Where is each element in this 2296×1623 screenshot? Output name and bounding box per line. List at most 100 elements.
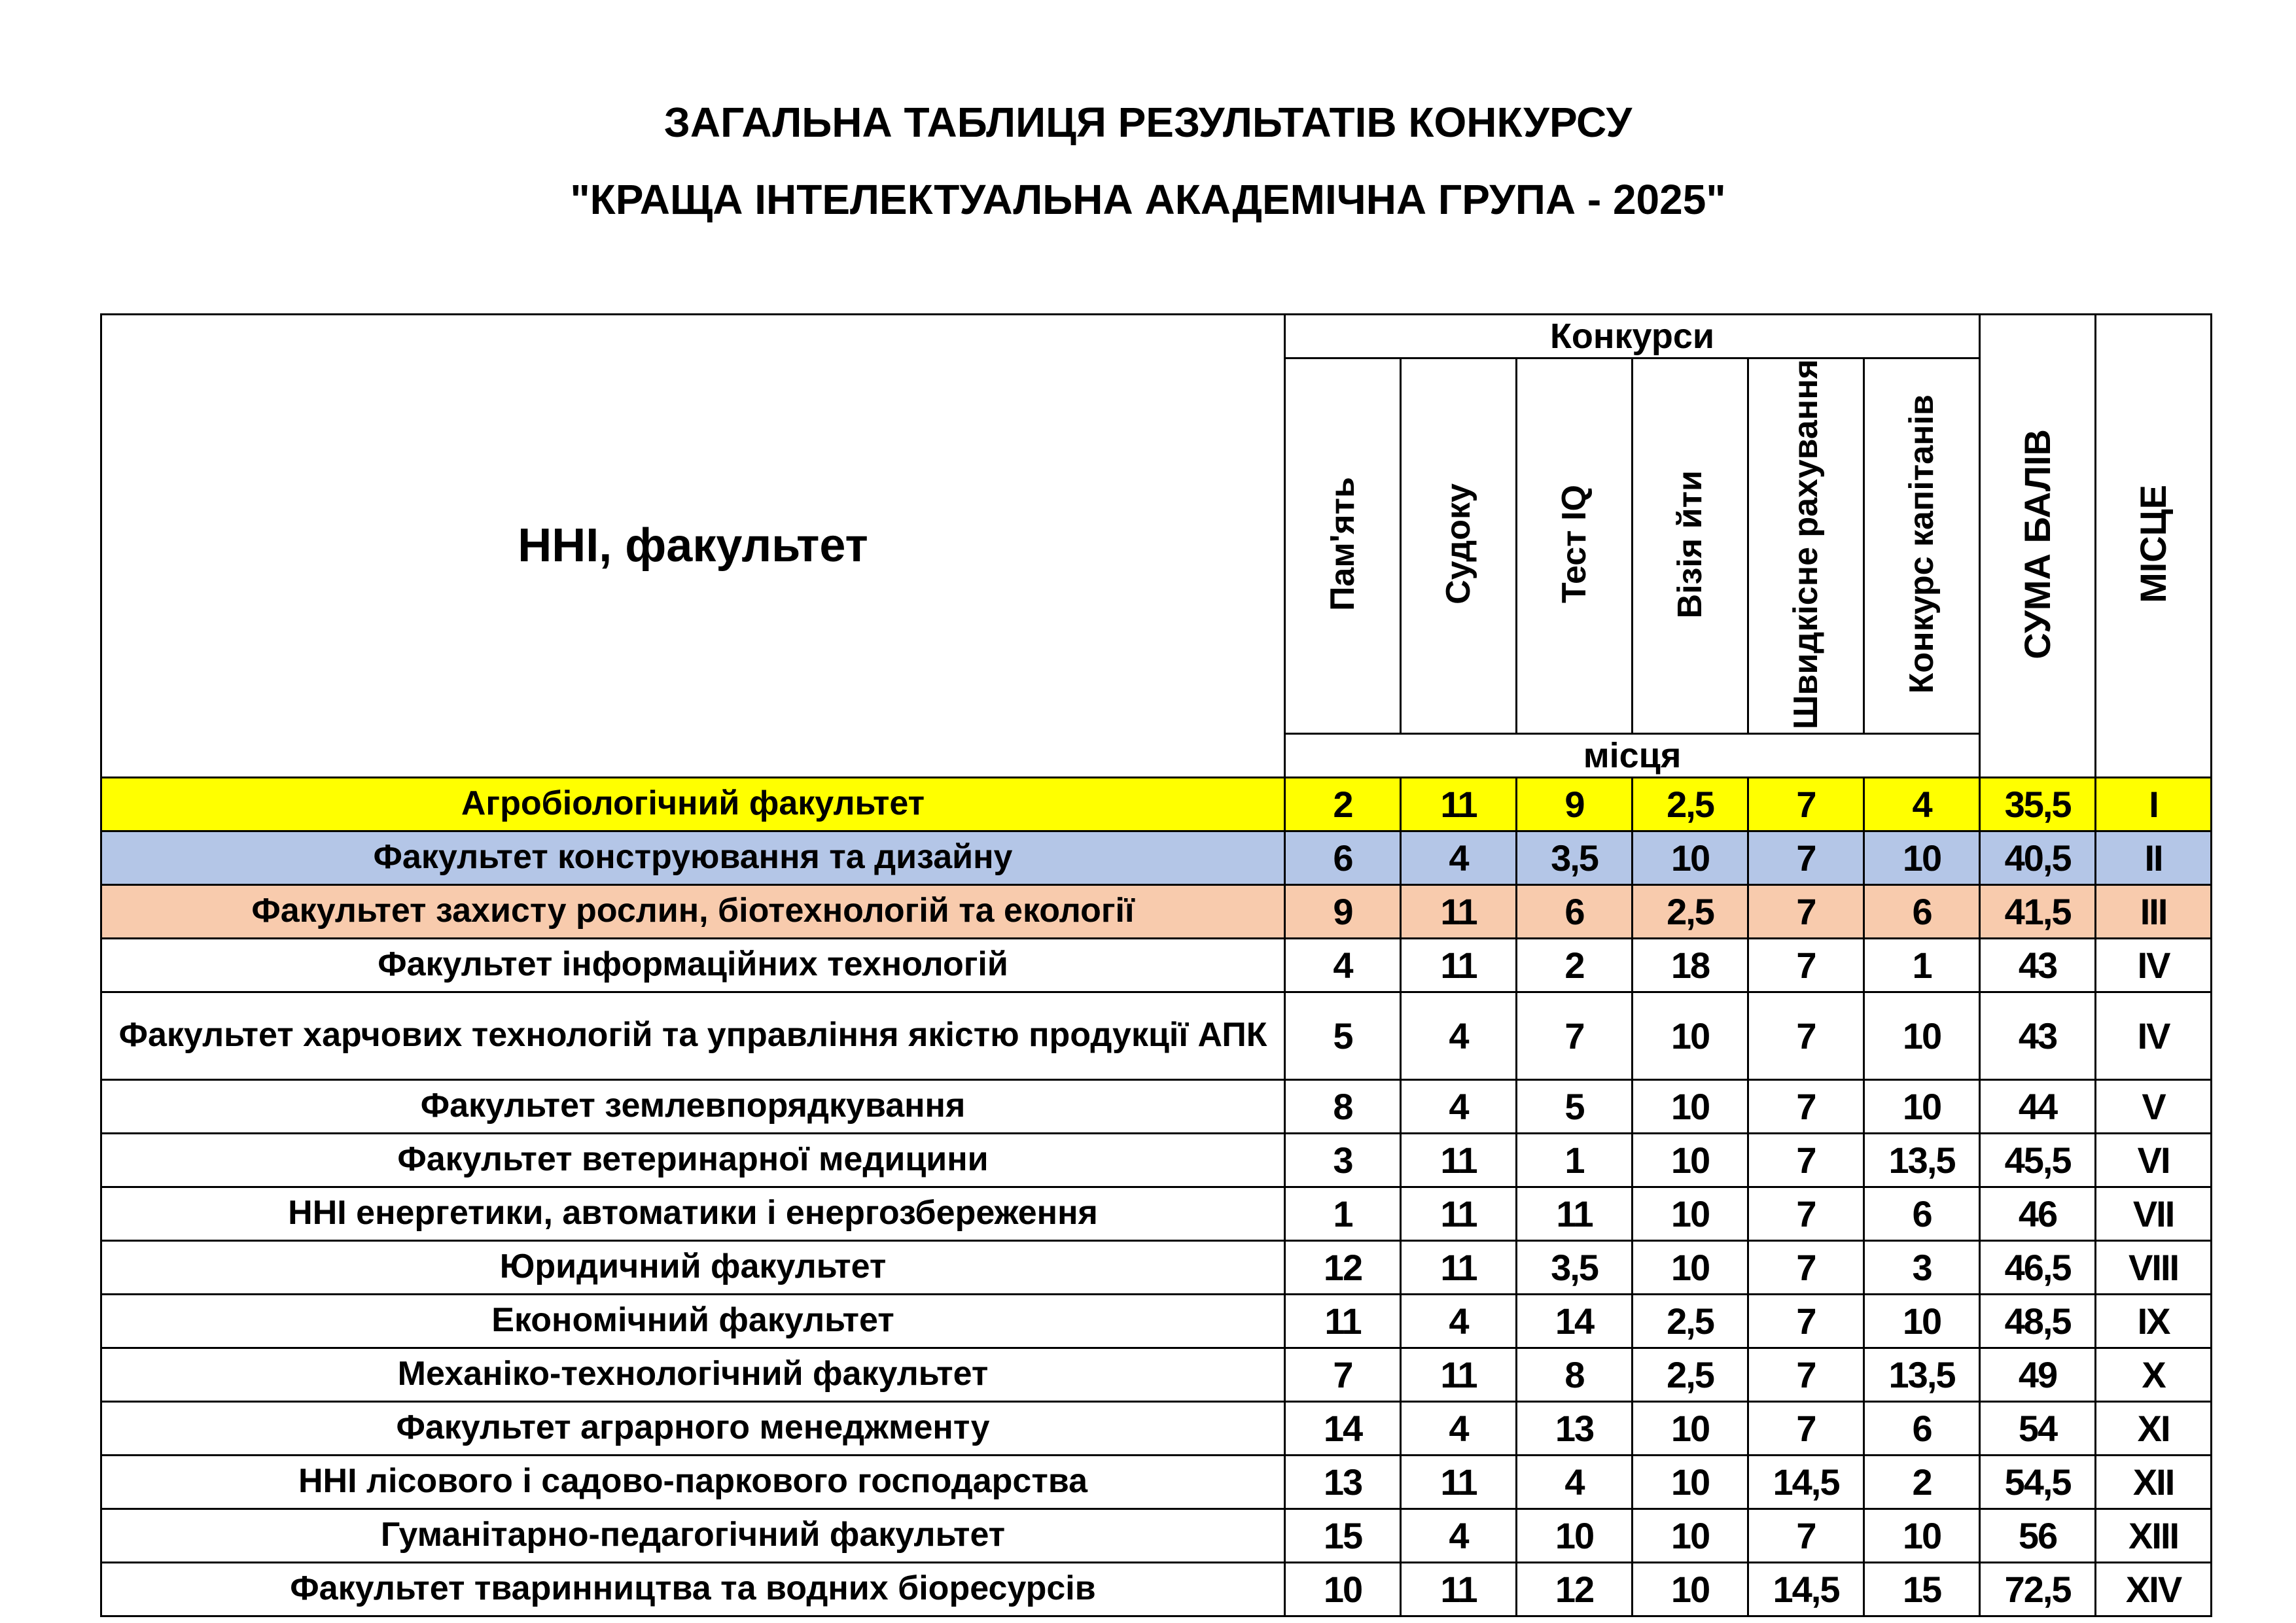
place-cell: XI <box>2094 1400 2213 1456</box>
table-row: Гуманітарно-педагогічний факультет 15 4 10 1… <box>100 1507 2213 1563</box>
table-row: Факультет ветеринарної медицини 3 11 1 10 7 13… <box>100 1132 2213 1188</box>
faculty-name: Гуманітарно-педагогічний факультет <box>100 1507 1286 1563</box>
table-row: Факультет інформаційних технологій 4 11 2 18… <box>100 937 2213 993</box>
score-cell: 11 <box>1400 1561 1517 1617</box>
score-cell: 10 <box>1631 1507 1749 1563</box>
sum-cell: 54 <box>1979 1400 2097 1456</box>
score-cell: 7 <box>1747 990 1865 1081</box>
contest-column-header: Пам'ять <box>1284 357 1402 735</box>
score-cell: 10 <box>1631 1561 1749 1617</box>
score-cell: 7 <box>1747 829 1865 886</box>
score-cell: 13,5 <box>1862 1132 1981 1188</box>
faculty-name: Факультет захисту рослин, біотехнологій … <box>100 883 1286 939</box>
score-cell: 9 <box>1284 883 1402 939</box>
place-cell: I <box>2094 776 2213 832</box>
score-cell: 15 <box>1862 1561 1981 1617</box>
place-cell: X <box>2094 1346 2213 1403</box>
contest-column-label: Конкурс капітанів <box>1902 394 1941 694</box>
score-cell: 13,5 <box>1862 1346 1981 1403</box>
score-cell: 1 <box>1515 1132 1633 1188</box>
place-cell: VIII <box>2094 1239 2213 1295</box>
sum-cell: 41,5 <box>1979 883 2097 939</box>
place-cell: III <box>2094 883 2213 939</box>
score-cell: 9 <box>1515 776 1633 832</box>
score-cell: 4 <box>1400 1078 1517 1134</box>
score-cell: 7 <box>1747 776 1865 832</box>
place-header: МІСЦЕ <box>2094 313 2213 778</box>
contests-header: Конкурси <box>1283 313 1981 359</box>
score-cell: 7 <box>1747 883 1865 939</box>
score-cell: 10 <box>1631 1078 1749 1134</box>
table-row: ННІ лісового і садово-паркового господар… <box>100 1454 2213 1510</box>
score-cell: 2,5 <box>1631 883 1749 939</box>
place-cell: XIII <box>2094 1507 2213 1563</box>
score-cell: 7 <box>1747 1346 1865 1403</box>
score-cell: 4 <box>1862 776 1981 832</box>
sum-cell: 44 <box>1979 1078 2097 1134</box>
sum-cell: 49 <box>1979 1346 2097 1403</box>
score-cell: 2,5 <box>1631 776 1749 832</box>
score-cell: 10 <box>1862 829 1981 886</box>
score-cell: 10 <box>1631 1185 1749 1242</box>
contest-column-label: Візія йти <box>1670 470 1709 619</box>
score-cell: 7 <box>1515 990 1633 1081</box>
score-cell: 15 <box>1284 1507 1402 1563</box>
sum-cell: 54,5 <box>1979 1454 2097 1510</box>
score-cell: 6 <box>1284 829 1402 886</box>
score-cell: 10 <box>1515 1507 1633 1563</box>
score-cell: 3,5 <box>1515 1239 1633 1295</box>
faculty-name: Факультет конструювання та дизайну <box>100 829 1286 886</box>
score-cell: 10 <box>1631 1132 1749 1188</box>
score-cell: 4 <box>1400 829 1517 886</box>
table-row: Факультет тваринництва та водних біоресу… <box>100 1561 2213 1617</box>
score-cell: 11 <box>1400 1454 1517 1510</box>
score-cell: 3,5 <box>1515 829 1633 886</box>
score-cell: 3 <box>1284 1132 1402 1188</box>
table-row: Факультет землевпорядкування 8 4 5 10 7 10 44 V <box>100 1078 2213 1134</box>
places-subheader: місця <box>1283 732 1981 778</box>
score-cell: 12 <box>1284 1239 1402 1295</box>
sum-cell: 35,5 <box>1979 776 2097 832</box>
score-cell: 2 <box>1515 937 1633 993</box>
score-cell: 7 <box>1747 1400 1865 1456</box>
score-cell: 7 <box>1747 937 1865 993</box>
place-cell: XII <box>2094 1454 2213 1510</box>
score-cell: 18 <box>1631 937 1749 993</box>
score-cell: 11 <box>1400 883 1517 939</box>
score-cell: 4 <box>1400 1293 1517 1349</box>
score-cell: 10 <box>1631 1400 1749 1456</box>
faculty-name: Факультет ветеринарної медицини <box>100 1132 1286 1188</box>
score-cell: 14 <box>1284 1400 1402 1456</box>
score-cell: 13 <box>1284 1454 1402 1510</box>
score-cell: 12 <box>1515 1561 1633 1617</box>
table-row: Факультет захисту рослин, біотехнологій … <box>100 883 2213 939</box>
score-cell: 2,5 <box>1631 1293 1749 1349</box>
score-cell: 14,5 <box>1747 1454 1865 1510</box>
contest-column-label: Пам'ять <box>1323 477 1362 612</box>
score-cell: 7 <box>1747 1293 1865 1349</box>
score-cell: 14,5 <box>1747 1561 1865 1617</box>
sum-cell: 40,5 <box>1979 829 2097 886</box>
score-cell: 11 <box>1400 1132 1517 1188</box>
faculty-name: Факультет харчових технологій та управлі… <box>100 990 1286 1081</box>
sum-cell: 46 <box>1979 1185 2097 1242</box>
faculty-name: ННІ лісового і садово-паркового господар… <box>100 1454 1286 1510</box>
score-cell: 6 <box>1515 883 1633 939</box>
score-cell: 7 <box>1747 1078 1865 1134</box>
faculty-name: Механіко-технологічний факультет <box>100 1346 1286 1403</box>
contest-column-header: Конкурс капітанів <box>1862 357 1981 735</box>
contest-column-header: Візія йти <box>1631 357 1749 735</box>
score-cell: 5 <box>1284 990 1402 1081</box>
faculty-name: Агробіологічний факультет <box>100 776 1286 832</box>
score-cell: 2,5 <box>1631 1346 1749 1403</box>
score-cell: 7 <box>1284 1346 1402 1403</box>
faculty-name: ННІ енергетики, автоматики і енергозбере… <box>100 1185 1286 1242</box>
score-cell: 11 <box>1400 1239 1517 1295</box>
contest-column-label: Швидкісне рахування <box>1786 359 1825 729</box>
score-cell: 2 <box>1862 1454 1981 1510</box>
score-cell: 4 <box>1400 1400 1517 1456</box>
score-cell: 10 <box>1284 1561 1402 1617</box>
table-row: Факультет аграрного менеджменту 14 4 13 10 7 6… <box>100 1400 2213 1456</box>
sum-cell: 46,5 <box>1979 1239 2097 1295</box>
sum-header-label: СУМА БАЛІВ <box>2016 429 2058 659</box>
